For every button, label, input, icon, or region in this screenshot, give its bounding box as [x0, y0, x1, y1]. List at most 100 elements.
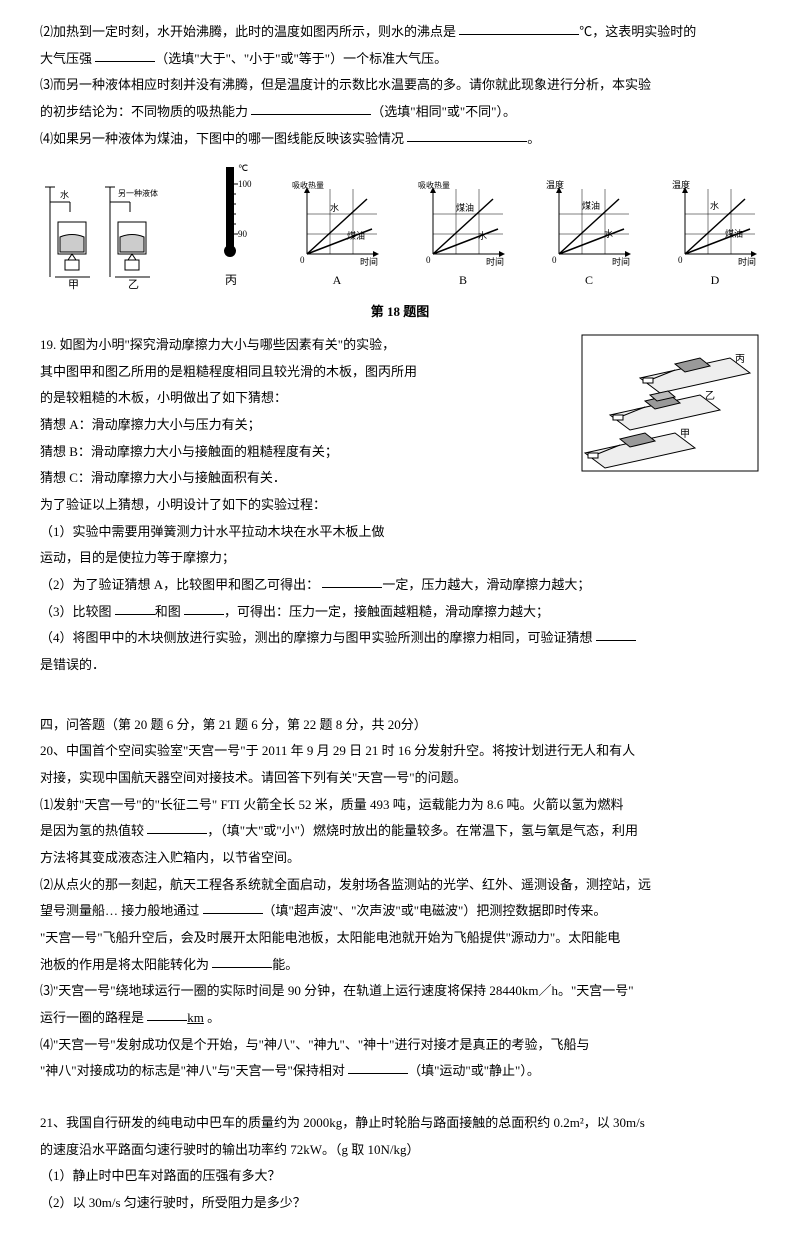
q19-l9: 运动，目的是使拉力等于摩擦力；: [40, 546, 760, 571]
q19-l8: （1）实验中需要用弹簧测力计水平拉动木块在水平木板上做: [40, 520, 760, 545]
svg-text:0: 0: [426, 255, 431, 265]
blank: [184, 601, 224, 615]
t: ℃，这表明实验时的: [579, 24, 696, 39]
chart-c: 煤油 水 温度 时间 0 C: [544, 179, 634, 292]
chart-b-svg: 煤油 水 吸收热量 时间 0: [418, 179, 508, 269]
t: 一定，压力越大，滑动摩擦力越大；: [382, 577, 590, 592]
t: （选填"相同"或"不同"）。: [371, 104, 516, 119]
blank: [147, 1007, 187, 1021]
q20-l6: ⑵从点火的那一刻起，航天工程各系统就全面启动，发射场各监测站的光学、红外、遥测设…: [40, 873, 760, 898]
svg-text:时间: 时间: [360, 256, 378, 267]
q21-l3: （1）静止时中巴车对路面的压强有多大？: [40, 1164, 760, 1189]
label-b: B: [459, 269, 467, 292]
svg-text:水: 水: [478, 230, 487, 241]
t: 的初步结论为：不同物质的吸热能力: [40, 104, 248, 119]
q19-l10: （2）为了验证猜想 A，比较图甲和图乙可得出： 一定，压力越大，滑动摩擦力越大；: [40, 573, 760, 598]
thermometer-icon: ℃ 100 90: [206, 159, 256, 269]
q20-l12: ⑷"天宫一号"发射成功仅是个开始，与"神八"、"神九"、"神十"进行对接才是真正…: [40, 1033, 760, 1058]
q18-figure-row: 水 甲 另一种液体 乙 ℃ 100: [40, 159, 760, 292]
section-4: 四，问答题（第 20 题 6 分，第 21 题 6 分，第 22 题 8 分，共…: [40, 688, 760, 1216]
t: 望号测量船… 接力般地通过: [40, 903, 199, 918]
t: （4）将图甲中的木块侧放进行实验，测出的摩擦力与图甲实验所测出的摩擦力相同，可验…: [40, 630, 593, 645]
t: 能。: [272, 957, 298, 972]
blank: [322, 574, 382, 588]
q21-l4: （2）以 30m/s 匀速行驶时，所受阻力是多少？: [40, 1191, 760, 1216]
q20-l9: 池板的作用是将太阳能转化为 能。: [40, 953, 760, 978]
q18-line2: ⑵加热到一定时刻，水开始沸腾，此时的温度如图丙所示，则水的沸点是 ℃，这表明实验…: [40, 20, 760, 45]
t: 是因为氢的热值较: [40, 823, 144, 838]
chart-d-svg: 水 煤油 温度 时间 0: [670, 179, 760, 269]
q18-line5: 的初步结论为：不同物质的吸热能力 （选填"相同"或"不同"）。: [40, 100, 760, 125]
q20-l5: 方法将其变成液态注入贮箱内，以节省空间。: [40, 846, 760, 871]
t: 。: [527, 131, 540, 146]
svg-text:煤油: 煤油: [347, 230, 365, 241]
t: ⑶而另一种液体相应时刻并没有沸腾，但是温度计的示数比水温要高的多。请你就此现象进…: [40, 77, 651, 92]
svg-text:吸收热量: 吸收热量: [418, 180, 450, 190]
blank: [115, 601, 155, 615]
label-d: D: [711, 269, 720, 292]
svg-text:0: 0: [552, 255, 557, 265]
svg-text:煤油: 煤油: [725, 228, 743, 239]
q20-l11: 运行一圈的路程是 km 。: [40, 1006, 760, 1031]
chart-a-svg: 水 煤油 吸收热量 时间 0: [292, 179, 382, 269]
sec4-title: 四，问答题（第 20 题 6 分，第 21 题 6 分，第 22 题 8 分，共…: [40, 713, 760, 738]
q20-l3: ⑴发射"天宫一号"的"长征二号" FTI 火箭全长 52 米，质量 493 吨，…: [40, 793, 760, 818]
q20-l1: 20、中国首个空间实验室"天宫一号"于 2011 年 9 月 29 日 21 时…: [40, 739, 760, 764]
t: （3）比较图: [40, 604, 112, 619]
svg-text:水: 水: [330, 202, 339, 213]
apparatus-icon: 水 甲 另一种液体 乙: [40, 182, 170, 292]
t: （选填"大于"、"小于"或"等于"）一个标准大气压。: [155, 51, 447, 66]
q18-caption: 第 18 题图: [40, 300, 760, 325]
blank: [147, 820, 207, 834]
label-bing: 丙: [225, 269, 237, 292]
t: ⑷如果另一种液体为煤油，下图中的哪一图线能反映该实验情况: [40, 131, 404, 146]
svg-text:时间: 时间: [612, 256, 630, 267]
t: 。: [207, 1010, 220, 1025]
svg-text:℃: ℃: [238, 163, 248, 173]
svg-text:另一种液体: 另一种液体: [118, 188, 158, 198]
svg-text:100: 100: [238, 179, 252, 189]
blank: [348, 1060, 408, 1074]
svg-text:时间: 时间: [486, 256, 504, 267]
t: （填"运动"或"静止"）。: [408, 1063, 540, 1078]
q18-line6: ⑷如果另一种液体为煤油，下图中的哪一图线能反映该实验情况 。: [40, 127, 760, 152]
svg-text:丙: 丙: [735, 354, 745, 365]
chart-b: 煤油 水 吸收热量 时间 0 B: [418, 179, 508, 292]
q19-l12: （4）将图甲中的木块侧放进行实验，测出的摩擦力与图甲实验所测出的摩擦力相同，可验…: [40, 626, 760, 651]
svg-text:吸收热量: 吸收热量: [292, 180, 324, 190]
q19-l11: （3）比较图 和图 ，可得出：压力一定，接触面越粗糙，滑动摩擦力越大；: [40, 600, 760, 625]
blank: [459, 21, 579, 35]
t: 池板的作用是将太阳能转化为: [40, 957, 209, 972]
q20-l7: 望号测量船… 接力般地通过 （填"超声波"、"次声波"或"电磁波"）把测控数据即…: [40, 899, 760, 924]
blank: [203, 900, 263, 914]
q19-l13: 是错误的．: [40, 653, 760, 678]
chart-d: 水 煤油 温度 时间 0 D: [670, 179, 760, 292]
label-a: A: [333, 269, 342, 292]
t: 运行一圈的路程是: [40, 1010, 144, 1025]
svg-text:0: 0: [300, 255, 305, 265]
q18-line3: 大气压强 （选填"大于"、"小于"或"等于"）一个标准大气压。: [40, 47, 760, 72]
q21-l1: 21、我国自行研发的纯电动中巴车的质量约为 2000kg，静止时轮胎与路面接触的…: [40, 1111, 760, 1136]
blank: [596, 627, 636, 641]
blank: [212, 954, 272, 968]
blank: [407, 128, 527, 142]
apparatus-jia-yi: 水 甲 另一种液体 乙: [40, 182, 170, 292]
svg-text:0: 0: [678, 255, 683, 265]
chart-c-svg: 煤油 水 温度 时间 0: [544, 179, 634, 269]
svg-text:煤油: 煤油: [582, 200, 600, 211]
water-label: 水: [60, 189, 69, 200]
q20-l8: "天宫一号"飞船升空后，会及时展开太阳能电池板，太阳能电池就开始为飞船提供"源动…: [40, 926, 760, 951]
svg-text:水: 水: [710, 200, 719, 211]
svg-text:煤油: 煤油: [456, 202, 474, 213]
q20-l13: "神八"对接成功的标志是"神八"与"天宫一号"保持相对 （填"运动"或"静止"）…: [40, 1059, 760, 1084]
q18-line4: ⑶而另一种液体相应时刻并没有沸腾，但是温度计的示数比水温要高的多。请你就此现象进…: [40, 73, 760, 98]
q19-l7: 为了验证以上猜想，小明设计了如下的实验过程：: [40, 493, 760, 518]
q19-figure: 丙 乙 甲: [580, 333, 760, 473]
svg-text:乙: 乙: [128, 278, 139, 291]
q20-l4: 是因为氢的热值较 ，（填"大"或"小"）燃烧时放出的能量较多。在常温下，氢与氧是…: [40, 819, 760, 844]
blank: [95, 48, 155, 62]
t: ⑵加热到一定时刻，水开始沸腾，此时的温度如图丙所示，则水的沸点是: [40, 24, 456, 39]
t: 大气压强: [40, 51, 92, 66]
svg-text:时间: 时间: [738, 256, 756, 267]
svg-text:温度: 温度: [672, 179, 690, 190]
